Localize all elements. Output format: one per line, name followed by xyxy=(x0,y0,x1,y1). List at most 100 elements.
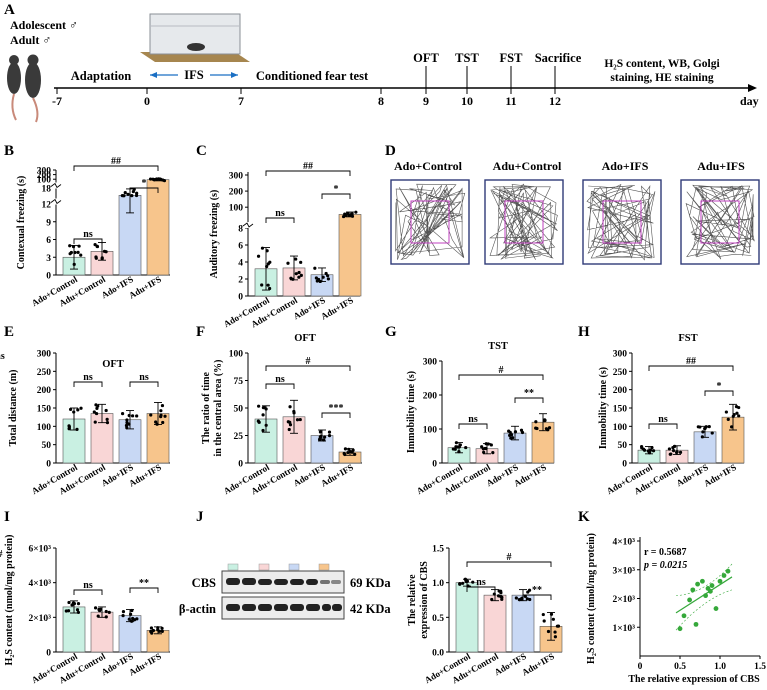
data-point xyxy=(496,594,501,598)
panel-label-I: I xyxy=(4,509,10,525)
data-point xyxy=(480,445,484,449)
chart-title: TST xyxy=(488,341,508,352)
significance-label: ns xyxy=(0,351,5,362)
data-point xyxy=(286,261,290,265)
significance-bracket xyxy=(321,412,351,418)
y-tick-label: 300 xyxy=(37,167,52,177)
oft-trace-4 xyxy=(680,179,760,265)
data-point xyxy=(546,629,551,634)
data-point xyxy=(553,635,557,639)
significance-bracket xyxy=(466,561,552,567)
significance-label: ** xyxy=(532,585,542,596)
y-axis-label: The relative xyxy=(407,574,418,626)
data-point xyxy=(297,270,301,275)
data-point xyxy=(72,410,76,414)
movement-trace xyxy=(685,184,755,260)
x-axis-label: The relative expression of CBS xyxy=(628,674,760,685)
y-axis-label: Contexual freezing (s) xyxy=(16,176,27,270)
panel-label-H: H xyxy=(578,324,590,340)
data-point xyxy=(266,283,270,287)
data-point xyxy=(134,193,139,198)
significance-bracket xyxy=(129,187,159,193)
data-point xyxy=(671,449,676,453)
data-point xyxy=(453,447,457,451)
data-point xyxy=(491,451,495,455)
axis-break-mark xyxy=(50,198,62,205)
bar-adu-control xyxy=(90,611,114,653)
significance-label: # xyxy=(499,365,504,376)
chart-H: 0 50 100 150 200 250 300 Immobility time (s) FST… xyxy=(598,333,745,496)
data-point xyxy=(343,212,347,216)
data-point xyxy=(313,266,317,270)
tick-7: 7 xyxy=(238,94,244,108)
data-point xyxy=(288,405,292,409)
data-point xyxy=(68,407,73,412)
data-point xyxy=(525,597,529,601)
data-point xyxy=(299,260,303,264)
significance-label: ## xyxy=(686,356,696,367)
data-point xyxy=(95,244,99,248)
data-point xyxy=(287,427,291,432)
data-point xyxy=(700,435,704,439)
data-point xyxy=(131,189,135,194)
data-point xyxy=(678,450,683,454)
data-point xyxy=(461,581,465,585)
data-point xyxy=(710,431,714,435)
data-point xyxy=(67,424,71,428)
center-zone xyxy=(602,200,642,244)
tick-minus7: -7 xyxy=(52,94,62,108)
data-point xyxy=(523,594,527,599)
chart-J: 0.0 0.5 1.0 1.5 The relative expression of CB… xyxy=(407,545,563,685)
data-point xyxy=(553,630,557,634)
data-point xyxy=(499,589,503,593)
data-point xyxy=(471,580,475,584)
data-point xyxy=(327,430,332,434)
data-point xyxy=(72,262,76,266)
y-tick-label: 50 xyxy=(234,405,244,415)
data-point xyxy=(66,609,71,613)
data-point xyxy=(647,451,652,455)
chart-title: FST xyxy=(678,333,697,344)
data-point xyxy=(507,429,511,433)
y-tick-label: 6 xyxy=(238,242,243,252)
final-assays-line1: H₂S content, WB, Golgi xyxy=(604,58,720,70)
data-point xyxy=(703,426,707,430)
trace-title-4: Adu+IFS xyxy=(697,159,745,173)
data-point xyxy=(163,414,167,418)
data-point xyxy=(737,414,741,418)
data-point xyxy=(260,283,264,287)
x-tick-label: Adu+IFS xyxy=(319,295,355,321)
y-tick-label: 200 xyxy=(613,386,628,396)
y-tick-label: 18 xyxy=(42,185,52,195)
x-tick-label: 0 xyxy=(638,662,643,672)
data-point xyxy=(725,568,731,574)
data-point xyxy=(71,245,76,249)
data-point xyxy=(709,583,715,588)
data-point xyxy=(131,616,135,621)
day-label: day xyxy=(740,94,759,108)
arena-box xyxy=(484,179,564,265)
data-point xyxy=(315,279,319,283)
y-tick-label: 1.5 xyxy=(432,545,444,555)
cohort-adolescent: Adolescent ♂ xyxy=(10,18,78,32)
oft-trace-1 xyxy=(390,179,470,265)
oft-trace-panel: Ado+Control Adu+Control Ado+IFS Adu+IFS xyxy=(394,159,745,173)
data-point xyxy=(698,425,702,429)
mouse-icon-adolescent xyxy=(7,55,21,121)
data-point xyxy=(555,624,560,628)
phase-ifs: IFS xyxy=(184,68,204,82)
data-point xyxy=(93,420,97,424)
p-value: p = 0.0215 xyxy=(643,560,687,571)
data-point xyxy=(76,408,80,412)
bar-adu-control xyxy=(483,594,507,653)
data-point xyxy=(299,273,303,277)
data-point xyxy=(79,253,83,257)
significance-bracket xyxy=(648,365,734,371)
data-point xyxy=(158,177,162,181)
data-point xyxy=(159,413,163,417)
significance-label: ns xyxy=(83,372,93,383)
y-tick-label: 100 xyxy=(37,423,52,433)
data-point xyxy=(341,214,346,219)
wb-kda-cbs: 69 KDa xyxy=(350,576,391,590)
